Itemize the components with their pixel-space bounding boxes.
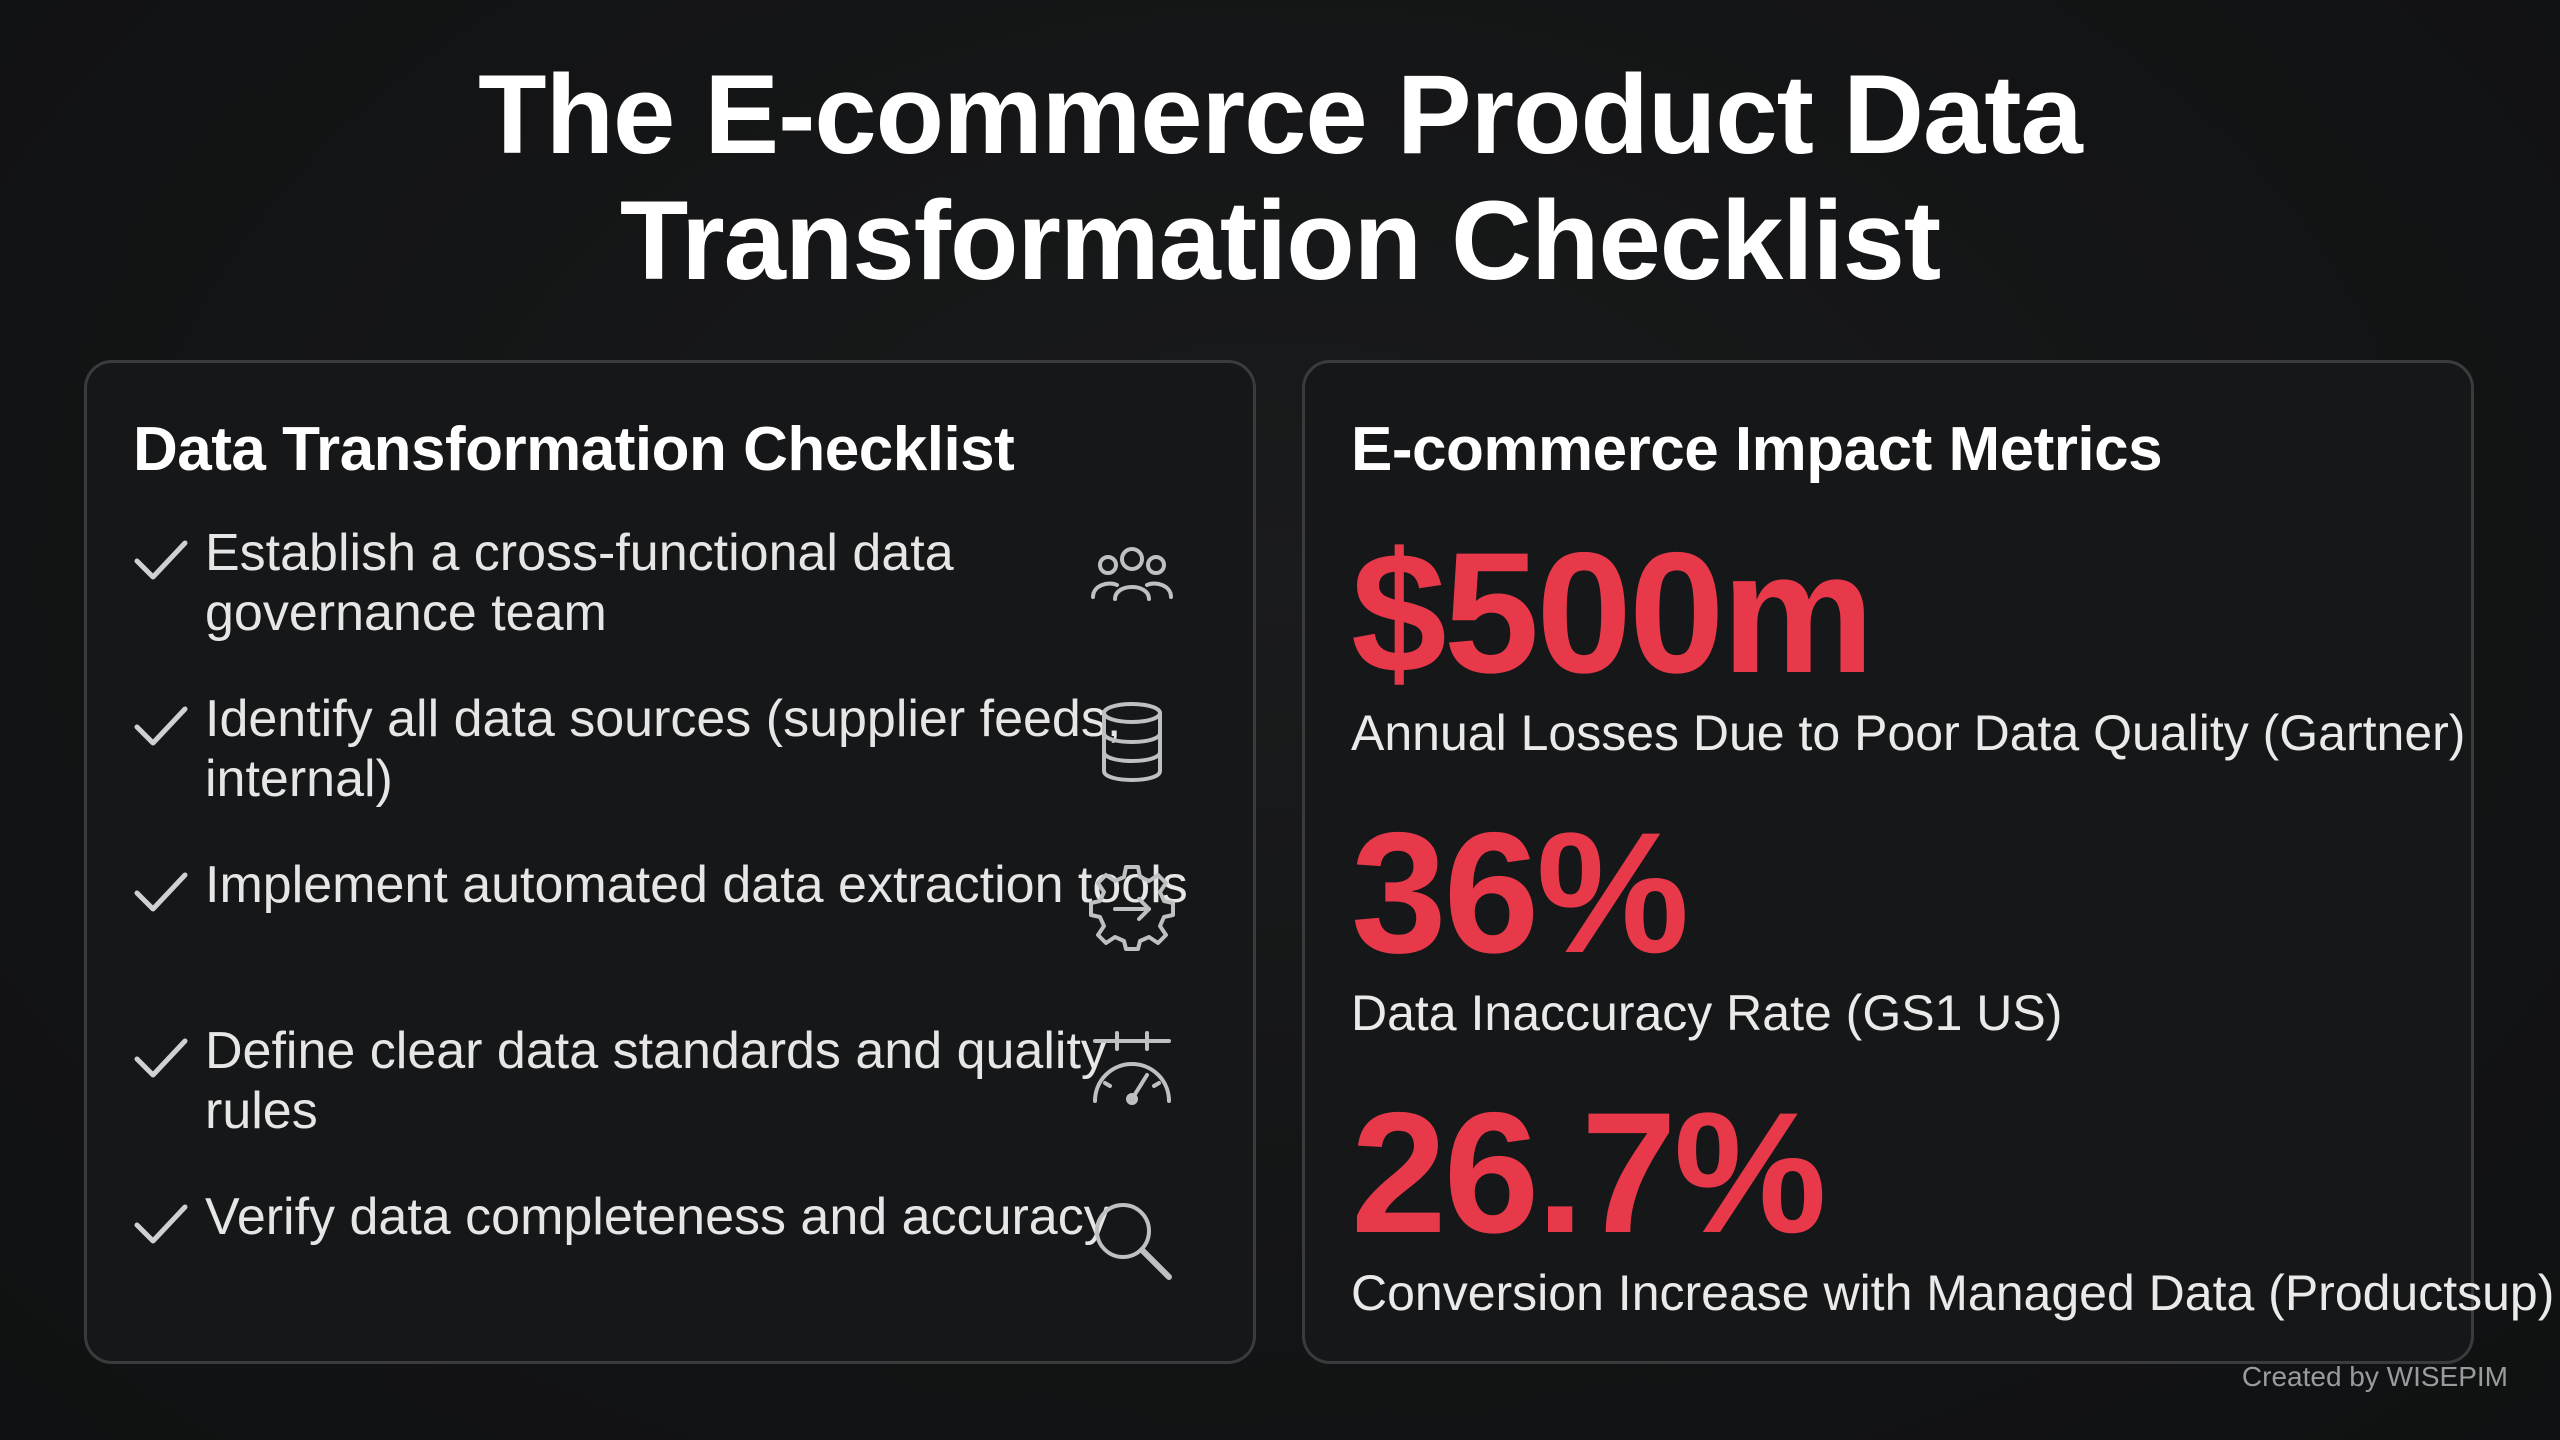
credit-text: Created by WISEPIM xyxy=(2241,1361,2508,1392)
metric-block: $500m Annual Losses Due to Poor Data Qua… xyxy=(1351,523,2465,763)
metrics-panel: E-commerce Impact Metrics $500m Annual L… xyxy=(1302,360,2554,1364)
gauge-icon xyxy=(1093,1031,1171,1105)
checklist-item: Establish a cross-functional data govern… xyxy=(133,523,1223,689)
checkmark-icon xyxy=(134,1204,188,1244)
checkmark-icon xyxy=(134,706,188,746)
page-title-line-2: Transformation Checklist xyxy=(619,178,1941,303)
metric-value: 26.7% xyxy=(1351,1077,1827,1269)
checklist-item-text: Define clear data standards and quality … xyxy=(205,1022,1107,1140)
database-icon xyxy=(1102,702,1162,782)
checklist-panel: Data Transformation Checklist Establish … xyxy=(84,360,1256,1364)
gear-arrow-icon xyxy=(1089,865,1175,951)
checklist: Establish a cross-functional data govern… xyxy=(133,523,1223,1353)
metric-label: Annual Losses Due to Poor Data Quality (… xyxy=(1351,705,2466,761)
checklist-item: Verify data completeness and accuracy xyxy=(133,1187,1223,1353)
checklist-item: Define clear data standards and quality … xyxy=(133,1021,1223,1187)
checklist-heading: Data Transformation Checklist xyxy=(133,415,1015,484)
metrics-heading: E-commerce Impact Metrics xyxy=(1351,415,2163,484)
team-icon xyxy=(1091,547,1173,601)
checklist-item-text: Identify all data sources (supplier feed… xyxy=(205,690,1122,808)
metric-label: Conversion Increase with Managed Data (P… xyxy=(1351,1265,2555,1321)
metric-value: $500m xyxy=(1351,517,1875,709)
page-title-line-1: The E-commerce Product Data xyxy=(478,52,2083,177)
checklist-item-text: Implement automated data extraction tool… xyxy=(205,856,1188,914)
search-icon xyxy=(1095,1203,1172,1280)
metric-value: 36% xyxy=(1351,797,1689,989)
checklist-item: Identify all data sources (supplier feed… xyxy=(133,689,1223,855)
checkmark-icon xyxy=(134,872,188,912)
page-title: The E-commerce Product Data Transformati… xyxy=(0,52,2560,304)
metric-block: 36% Data Inaccuracy Rate (GS1 US) xyxy=(1351,803,2062,1043)
checklist-item-text: Verify data completeness and accuracy xyxy=(205,1188,1110,1246)
checklist-item: Implement automated data extraction tool… xyxy=(133,855,1223,1021)
metric-block: 26.7% Conversion Increase with Managed D… xyxy=(1351,1083,2554,1323)
checklist-item-text: Establish a cross-functional data govern… xyxy=(205,524,954,642)
metric-label: Data Inaccuracy Rate (GS1 US) xyxy=(1351,985,2063,1041)
checkmark-icon xyxy=(134,1038,188,1078)
checkmark-icon xyxy=(134,540,188,580)
